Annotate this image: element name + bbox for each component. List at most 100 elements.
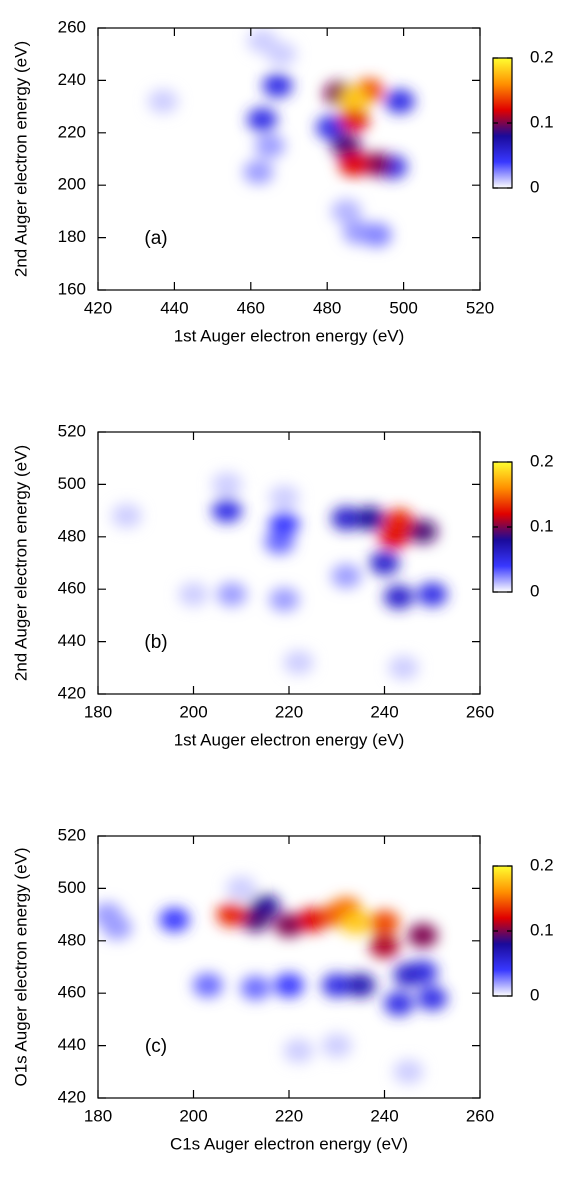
heat-blob xyxy=(361,152,392,177)
heat-blob xyxy=(283,1038,314,1063)
heat-blob xyxy=(361,222,392,247)
panel-label: (c) xyxy=(145,1036,167,1057)
heat-blob xyxy=(159,907,190,932)
heat-blob xyxy=(331,133,362,158)
heat-blob xyxy=(111,503,142,528)
heat-blob xyxy=(216,902,247,927)
heat-blob xyxy=(331,199,362,224)
y-tick-label: 460 xyxy=(58,983,86,1002)
heat-blob xyxy=(178,582,209,607)
heat-blob xyxy=(407,923,438,948)
heat-blob xyxy=(269,587,300,612)
heatmap xyxy=(147,29,415,247)
colorbar-tick-label: 0.2 xyxy=(530,451,554,470)
x-tick-label: 220 xyxy=(275,702,303,721)
heat-blob xyxy=(407,519,438,544)
y-tick-label: 180 xyxy=(58,227,86,246)
heat-blob xyxy=(211,472,242,497)
heat-blob xyxy=(274,973,304,998)
y-tick-label: 420 xyxy=(58,683,86,702)
y-axis-label: 2nd Auger electron energy (eV) xyxy=(11,41,30,277)
y-axis-label: O1s Auger electron energy (eV) xyxy=(11,847,30,1086)
x-tick-label: 240 xyxy=(370,1106,398,1125)
y-tick-label: 460 xyxy=(58,579,86,598)
heat-blob xyxy=(247,107,278,132)
y-tick-label: 520 xyxy=(58,421,86,440)
y-tick-label: 220 xyxy=(58,122,86,141)
x-tick-label: 520 xyxy=(466,298,494,317)
heat-blob xyxy=(369,910,400,935)
plot-border xyxy=(97,27,481,291)
heat-blob xyxy=(340,910,371,935)
heat-blob xyxy=(240,975,271,1000)
x-tick-label: 200 xyxy=(179,1106,207,1125)
panel: 180 200 220 240 260 420 440 460 480 500 520 1st Aug… xyxy=(11,421,553,749)
heat-blob xyxy=(269,485,300,510)
heat-blob xyxy=(321,973,352,998)
y-tick-label: 260 xyxy=(58,17,86,36)
colorbar-tick-label: 0.2 xyxy=(530,855,554,874)
heat-blob xyxy=(393,962,424,987)
heat-blob xyxy=(147,89,178,114)
colorbar-tick-label: 0 xyxy=(530,985,539,1004)
panel-label: (a) xyxy=(144,228,167,249)
x-tick-label: 240 xyxy=(370,702,398,721)
heat-blob xyxy=(369,934,400,959)
heat-blob xyxy=(262,73,293,98)
colorbar-tick-label: 0 xyxy=(530,177,539,196)
y-tick-label: 480 xyxy=(58,526,86,545)
y-axis-label: 2nd Auger electron energy (eV) xyxy=(11,445,30,681)
x-tick-label: 180 xyxy=(84,1106,112,1125)
x-tick-label: 260 xyxy=(466,702,494,721)
heat-blob xyxy=(393,1059,424,1084)
x-axis-label: C1s Auger electron energy (eV) xyxy=(170,1134,408,1153)
heat-blob xyxy=(417,582,448,607)
x-tick-label: 440 xyxy=(160,298,188,317)
heat-blob xyxy=(102,915,133,940)
heat-blob xyxy=(383,991,414,1016)
y-tick-label: 520 xyxy=(58,825,86,844)
heat-blob xyxy=(283,650,314,675)
heat-blob xyxy=(338,107,369,132)
heat-blob xyxy=(316,115,347,140)
heat-blob xyxy=(297,907,328,932)
heat-blob xyxy=(384,89,415,114)
colorbar-tick-label: 0.2 xyxy=(530,47,554,66)
panel: 180 200 220 240 260 420 440 460 480 500 520 C1s Aug… xyxy=(11,825,553,1153)
heat-blob xyxy=(226,876,257,901)
heatmap xyxy=(111,472,448,680)
heat-blob xyxy=(192,973,223,998)
heat-blob xyxy=(264,530,295,555)
heat-blob xyxy=(254,133,285,158)
heat-blob xyxy=(269,511,300,536)
y-tick-label: 200 xyxy=(58,175,86,194)
heat-blob xyxy=(240,907,271,932)
heat-blob xyxy=(383,509,414,534)
colorbar-tick-label: 0.1 xyxy=(530,516,554,535)
y-tick-label: 480 xyxy=(58,930,86,949)
heat-blob xyxy=(417,986,448,1011)
heat-blob xyxy=(388,655,419,680)
colorbar-tick-label: 0.1 xyxy=(530,920,554,939)
x-tick-label: 460 xyxy=(237,298,265,317)
heat-blob xyxy=(338,152,369,177)
heat-blob xyxy=(243,160,274,185)
y-tick-label: 420 xyxy=(58,1087,86,1106)
heat-blob xyxy=(369,551,400,575)
heat-blob xyxy=(321,1033,352,1058)
colorbar-tick-label: 0 xyxy=(530,581,539,600)
y-tick-label: 440 xyxy=(58,1035,86,1054)
heat-blob xyxy=(338,86,369,111)
x-tick-label: 220 xyxy=(275,1106,303,1125)
x-tick-label: 500 xyxy=(389,298,417,317)
heatmap xyxy=(98,876,448,1084)
x-axis-label: 1st Auger electron energy (eV) xyxy=(174,730,405,749)
panel-label: (b) xyxy=(144,632,167,653)
x-axis-label: 1st Auger electron energy (eV) xyxy=(174,326,405,345)
x-tick-label: 420 xyxy=(84,298,112,317)
heat-blob xyxy=(331,564,362,589)
heat-blob xyxy=(216,582,247,607)
y-tick-label: 500 xyxy=(58,474,86,493)
heat-blob xyxy=(383,585,414,610)
